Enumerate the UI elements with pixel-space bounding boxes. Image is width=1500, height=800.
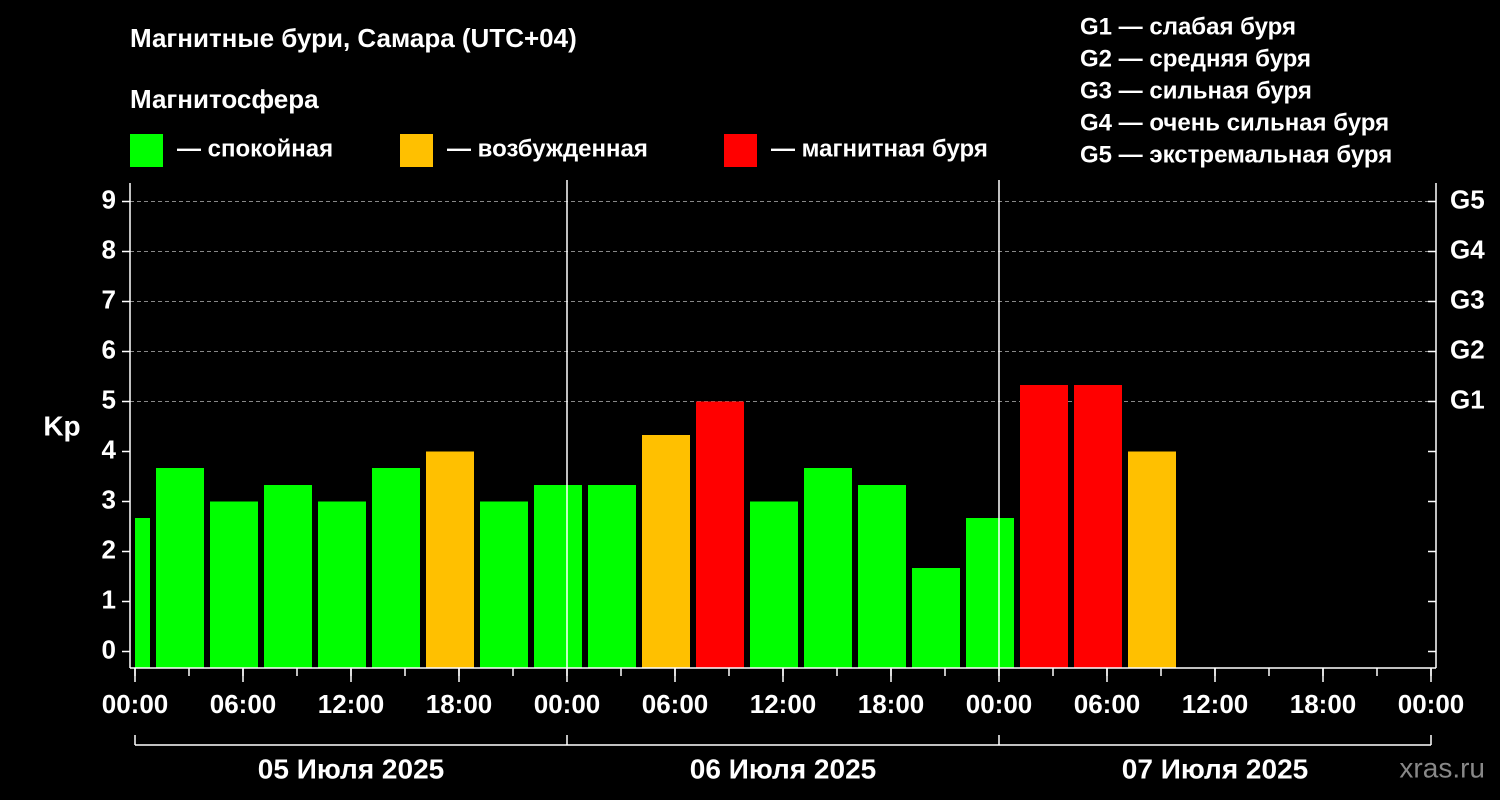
bar xyxy=(912,568,960,668)
watermark: xras.ru xyxy=(1399,752,1485,783)
storm-scale-item: G2 — средняя буря xyxy=(1080,45,1311,72)
x-tick-label: 00:00 xyxy=(966,689,1033,719)
bar xyxy=(264,485,312,668)
bar xyxy=(210,501,258,668)
x-tick-label: 00:00 xyxy=(1398,689,1465,719)
y2-tick-label: G2 xyxy=(1450,334,1485,364)
bar xyxy=(135,518,150,668)
bar xyxy=(318,501,366,668)
x-tick-label: 12:00 xyxy=(750,689,817,719)
legend-label: — возбужденная xyxy=(447,135,648,162)
legend-label: — спокойная xyxy=(177,135,333,162)
x-tick-label: 18:00 xyxy=(426,689,493,719)
bar xyxy=(966,518,1014,668)
x-tick-label: 06:00 xyxy=(210,689,277,719)
y-tick-label: 0 xyxy=(102,634,116,664)
bar xyxy=(534,485,582,668)
day-label: 07 Июля 2025 xyxy=(1122,753,1308,784)
y-tick-label: 5 xyxy=(102,384,116,414)
y-tick-label: 9 xyxy=(102,184,116,214)
x-tick-label: 06:00 xyxy=(1074,689,1141,719)
legend-swatch xyxy=(130,134,163,167)
y2-tick-label: G3 xyxy=(1450,284,1485,314)
bars xyxy=(135,385,1176,668)
legend-swatch xyxy=(400,134,433,167)
subtitle: Магнитосфера xyxy=(130,84,319,114)
bar xyxy=(642,435,690,668)
legend-swatch xyxy=(724,134,757,167)
y-tick-label: 8 xyxy=(102,234,116,264)
bar xyxy=(480,501,528,668)
bar xyxy=(588,485,636,668)
storm-scale-item: G3 — сильная буря xyxy=(1080,77,1312,104)
x-tick-label: 12:00 xyxy=(318,689,385,719)
chart-title: Магнитные бури, Самара (UTC+04) xyxy=(130,23,577,53)
x-tick-label: 18:00 xyxy=(1290,689,1357,719)
bar xyxy=(858,485,906,668)
y2-tick-label: G5 xyxy=(1450,184,1485,214)
storm-scale-item: G1 — слабая буря xyxy=(1080,13,1296,40)
bar xyxy=(804,468,852,668)
bar xyxy=(1128,451,1176,668)
bar xyxy=(372,468,420,668)
y-tick-label: 7 xyxy=(102,284,116,314)
x-tick-label: 00:00 xyxy=(102,689,169,719)
bar xyxy=(426,451,474,668)
bar xyxy=(1074,385,1122,668)
storm-scale-item: G5 — экстремальная буря xyxy=(1080,141,1392,168)
y-tick-label: 3 xyxy=(102,484,116,514)
y-tick-label: 4 xyxy=(102,434,117,464)
y-axis-label: Kp xyxy=(43,410,80,441)
day-label: 05 Июля 2025 xyxy=(258,753,444,784)
y-tick-label: 1 xyxy=(102,584,116,614)
legend-label: — магнитная буря xyxy=(771,135,988,162)
y2-tick-label: G1 xyxy=(1450,384,1485,414)
x-tick-label: 18:00 xyxy=(858,689,925,719)
bar xyxy=(696,401,744,668)
x-tick-label: 06:00 xyxy=(642,689,709,719)
y2-tick-label: G4 xyxy=(1450,234,1485,264)
bar xyxy=(1020,385,1068,668)
y-tick-label: 6 xyxy=(102,334,116,364)
x-tick-label: 12:00 xyxy=(1182,689,1249,719)
bar xyxy=(750,501,798,668)
bar xyxy=(156,468,204,668)
x-tick-label: 00:00 xyxy=(534,689,601,719)
storm-scale-item: G4 — очень сильная буря xyxy=(1080,109,1389,136)
y-tick-label: 2 xyxy=(102,534,116,564)
day-label: 06 Июля 2025 xyxy=(690,753,876,784)
